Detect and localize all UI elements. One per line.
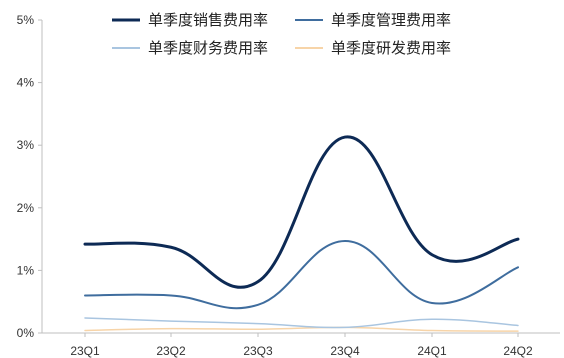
y-tick-label: 3% — [17, 138, 35, 152]
series-line-4 — [84, 326, 519, 332]
series-line-1 — [83, 135, 520, 289]
y-tick-label: 4% — [17, 76, 35, 90]
series-line-2 — [84, 239, 519, 310]
x-tick-label: 24Q1 — [417, 344, 447, 358]
x-tick-label: 23Q4 — [330, 344, 360, 358]
y-axis-ticks: 0% 1% 2% 3% 4% 5% — [17, 13, 42, 340]
legend-label: 单季度管理费用率 — [331, 11, 451, 29]
legend-label: 单季度财务费用率 — [148, 39, 268, 57]
y-tick-label: 2% — [17, 201, 35, 215]
x-axis-ticks: 23Q1 23Q2 23Q3 23Q4 24Q1 24Q2 — [70, 333, 533, 358]
y-tick-label: 1% — [17, 263, 35, 277]
series-line-3 — [84, 317, 519, 329]
series-lines — [83, 135, 520, 332]
x-tick-label: 23Q2 — [156, 344, 186, 358]
x-tick-label: 23Q1 — [70, 344, 100, 358]
y-tick-label: 0% — [17, 326, 35, 340]
x-tick-label: 24Q2 — [503, 344, 533, 358]
y-tick-label: 5% — [17, 13, 35, 27]
legend-label: 单季度销售费用率 — [148, 11, 268, 29]
legend-label: 单季度研发费用率 — [331, 39, 451, 57]
x-tick-label: 23Q3 — [243, 344, 273, 358]
